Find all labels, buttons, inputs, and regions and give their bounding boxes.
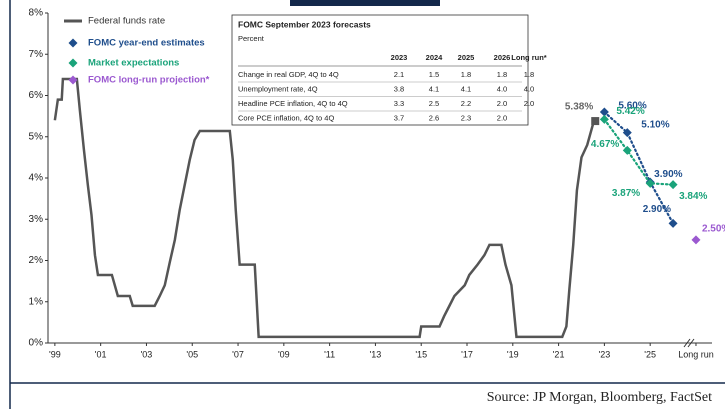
dotted-line xyxy=(603,110,675,225)
value-label: 5.42% xyxy=(616,106,644,117)
value-label: 3.84% xyxy=(679,191,707,202)
y-tick-label: 1% xyxy=(29,296,44,307)
diamond-marker xyxy=(645,178,655,188)
x-tick-label: '23 xyxy=(599,349,611,359)
axis-break xyxy=(687,338,695,348)
table-row-label: Unemployment rate, 4Q xyxy=(238,84,318,93)
y-tick-label: 8% xyxy=(29,8,44,19)
legend-marker xyxy=(68,75,78,85)
y-tick-label: 7% xyxy=(29,49,44,60)
x-tick-label: '09 xyxy=(278,349,290,359)
y-tick-label: 3% xyxy=(29,214,44,225)
table-cell: 2.0 xyxy=(524,99,534,108)
x-tick-label: '11 xyxy=(324,349,335,359)
diamond-marker xyxy=(622,128,632,138)
y-tick-label: 0% xyxy=(29,338,44,349)
diamond-marker xyxy=(668,218,678,228)
legend-label: FOMC long-run projection* xyxy=(88,75,210,86)
table-title: FOMC September 2023 forecasts xyxy=(238,19,371,29)
table-cell: 2.3 xyxy=(461,113,471,122)
end-marker xyxy=(591,117,600,126)
diamond-marker xyxy=(622,145,632,155)
legend-label: Federal funds rate xyxy=(88,16,165,27)
dotted-line xyxy=(603,118,675,186)
table-row-label: Core PCE inflation, 4Q to 4Q xyxy=(238,113,334,122)
table-cell: 4.0 xyxy=(524,84,534,93)
x-tick-label: '17 xyxy=(461,349,473,359)
x-tick-label: '19 xyxy=(507,349,519,359)
table-cell: 3.8 xyxy=(394,84,404,93)
fed-funds-line xyxy=(53,77,597,339)
source: Source: JP Morgan, Bloomberg, FactSet xyxy=(487,390,712,405)
table-header: 2026 xyxy=(494,53,511,62)
table-cell: 2.6 xyxy=(429,113,439,122)
table-cell: 1.8 xyxy=(524,70,534,79)
table-cell: 4.1 xyxy=(429,84,439,93)
legend-label: Market expectations xyxy=(88,58,179,69)
table-cell: 1.5 xyxy=(429,70,439,79)
x-tick-label: '15 xyxy=(415,349,427,359)
table-header: 2025 xyxy=(458,53,475,62)
diamond-marker xyxy=(599,107,609,117)
y-tick-label: 4% xyxy=(29,173,44,184)
value-label: 5.60% xyxy=(618,101,646,112)
y-tick-label: 5% xyxy=(29,131,44,142)
value-label: 4.67% xyxy=(591,139,619,150)
value-label: 2.50% xyxy=(702,224,725,235)
y-tick-label: 6% xyxy=(29,90,44,101)
table-header: 2023 xyxy=(391,53,408,62)
diamond-marker xyxy=(668,180,678,190)
x-tick-label: '01 xyxy=(95,349,107,359)
value-label: 2.90% xyxy=(643,204,671,215)
x-tick-label: '07 xyxy=(232,349,244,359)
header-tab xyxy=(290,0,440,6)
table-cell: 2.0 xyxy=(497,113,507,122)
table-cell: 2.0 xyxy=(497,99,507,108)
legend-marker xyxy=(68,38,78,48)
axis-break xyxy=(683,338,691,348)
y-tick-label: 2% xyxy=(29,255,44,266)
x-tick-label: '03 xyxy=(141,349,153,359)
table-row-label: Change in real GDP, 4Q to 4Q xyxy=(238,70,339,79)
table-cell: 1.8 xyxy=(461,70,471,79)
table-row-label: Headline PCE inflation, 4Q to 4Q xyxy=(238,99,348,108)
value-label: 5.38% xyxy=(565,102,593,113)
value-label: 3.90% xyxy=(654,169,682,180)
x-tick-label: '21 xyxy=(553,349,565,359)
x-tick-label: '13 xyxy=(370,349,382,359)
table-header: 2024 xyxy=(426,53,444,62)
diamond-marker xyxy=(599,114,609,124)
table-cell: 2.2 xyxy=(461,99,471,108)
value-label: 5.10% xyxy=(641,119,669,130)
x-tick-label: '05 xyxy=(186,349,198,359)
x-tick-label: Long run xyxy=(678,349,714,359)
x-tick-label: '99 xyxy=(49,349,61,359)
table-cell: 3.7 xyxy=(394,113,404,122)
table-cell: 1.8 xyxy=(497,70,507,79)
table-cell: 2.1 xyxy=(394,70,404,79)
x-tick-label: '25 xyxy=(644,349,656,359)
table-cell: 3.3 xyxy=(394,99,404,108)
legend-label: FOMC year-end estimates xyxy=(88,38,205,49)
table-header: Long run* xyxy=(511,53,546,62)
diamond-marker xyxy=(691,235,701,245)
table-box xyxy=(231,14,529,126)
table-cell: 4.0 xyxy=(497,84,507,93)
value-label: 3.87% xyxy=(612,188,640,199)
legend-marker xyxy=(68,58,78,68)
table-subtitle: Percent xyxy=(238,34,265,43)
table-cell: 2.5 xyxy=(429,99,439,108)
table-cell: 4.1 xyxy=(461,84,471,93)
